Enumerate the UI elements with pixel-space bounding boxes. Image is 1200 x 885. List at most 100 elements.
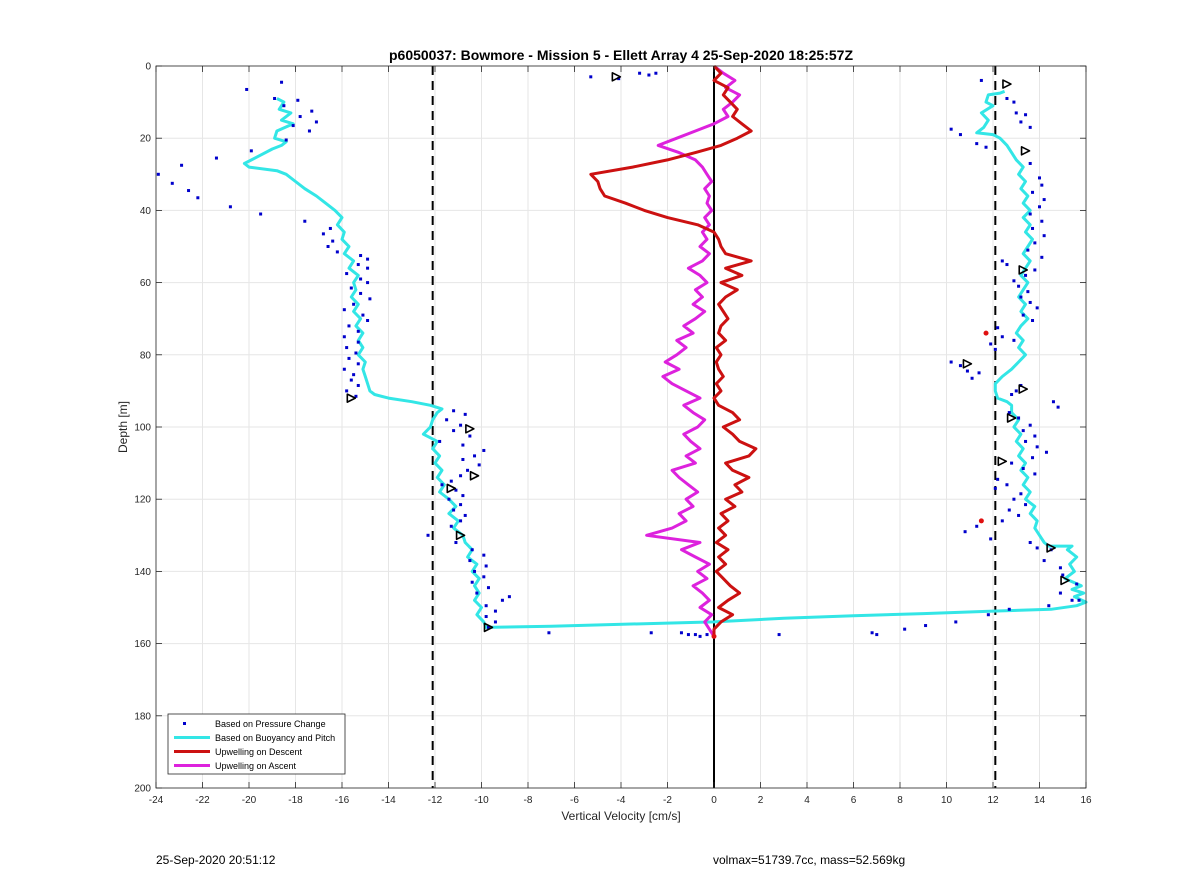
pressure-change-point bbox=[1040, 219, 1044, 223]
pressure-change-point bbox=[949, 127, 953, 131]
pressure-change-point bbox=[1028, 423, 1032, 427]
x-tick-label: -22 bbox=[195, 795, 210, 806]
pressure-change-point bbox=[473, 569, 477, 573]
pressure-change-point bbox=[698, 634, 702, 638]
pressure-change-point bbox=[463, 412, 467, 416]
pressure-change-point bbox=[352, 302, 356, 306]
pressure-change-point bbox=[1026, 248, 1030, 252]
legend-label-buoyancy: Based on Buoyancy and Pitch bbox=[215, 733, 335, 743]
pressure-change-point bbox=[1017, 416, 1021, 420]
pressure-change-point bbox=[1056, 405, 1060, 409]
pressure-change-point bbox=[1047, 604, 1051, 608]
pressure-change-point bbox=[1017, 284, 1021, 288]
pressure-change-point bbox=[1000, 259, 1004, 263]
pressure-change-point bbox=[314, 120, 318, 124]
dive-marker bbox=[346, 393, 357, 403]
pressure-change-point bbox=[777, 633, 781, 637]
pressure-change-point bbox=[296, 98, 300, 102]
pressure-change-point bbox=[356, 362, 360, 366]
pressure-change-point bbox=[493, 609, 497, 613]
pressure-change-point bbox=[366, 281, 370, 285]
x-tick-label: -6 bbox=[570, 795, 579, 806]
pressure-change-point bbox=[965, 369, 969, 373]
pressure-change-point bbox=[470, 548, 474, 552]
y-axis-label: Depth [m] bbox=[116, 401, 130, 453]
pressure-change-point bbox=[347, 324, 351, 328]
pressure-change-point bbox=[547, 631, 551, 635]
pressure-change-point bbox=[298, 115, 302, 119]
pressure-change-point bbox=[1042, 234, 1046, 238]
pressure-change-point bbox=[461, 443, 465, 447]
pressure-change-point bbox=[875, 633, 879, 637]
pressure-change-point bbox=[214, 156, 218, 160]
pressure-change-point bbox=[454, 488, 458, 492]
pressure-change-point bbox=[463, 513, 467, 517]
pressure-change-point bbox=[1024, 503, 1028, 507]
pressure-change-point bbox=[282, 104, 286, 108]
pressure-change-point bbox=[617, 77, 621, 81]
pressure-change-point bbox=[321, 232, 325, 236]
pressure-change-point bbox=[345, 346, 349, 350]
dive-marker bbox=[1006, 413, 1017, 423]
pressure-change-point bbox=[310, 109, 314, 113]
pressure-change-point bbox=[989, 342, 993, 346]
pressure-change-point bbox=[996, 477, 1000, 481]
x-tick-label: -12 bbox=[428, 795, 443, 806]
pressure-change-point bbox=[475, 591, 479, 595]
event-dot bbox=[711, 633, 717, 639]
event-dot bbox=[978, 518, 984, 524]
pressure-change-point bbox=[1033, 472, 1037, 476]
x-tick-label: 14 bbox=[1034, 795, 1046, 806]
pressure-change-point bbox=[482, 553, 486, 557]
pressure-change-point bbox=[1040, 183, 1044, 187]
pressure-change-point bbox=[958, 133, 962, 137]
pressure-change-point bbox=[366, 257, 370, 261]
pressure-change-point bbox=[1042, 559, 1046, 563]
pressure-change-point bbox=[228, 205, 232, 209]
pressure-change-point bbox=[461, 494, 465, 498]
pressure-change-point bbox=[589, 75, 593, 79]
pressure-change-point bbox=[1005, 263, 1009, 267]
pressure-change-point bbox=[459, 503, 463, 507]
dive-marker bbox=[1018, 384, 1029, 394]
x-tick-label: 8 bbox=[897, 795, 903, 806]
x-tick-label: 4 bbox=[804, 795, 810, 806]
pressure-change-point bbox=[280, 80, 284, 84]
dive-marker bbox=[1060, 575, 1070, 586]
pressure-change-point bbox=[180, 163, 184, 167]
pressure-change-point bbox=[493, 620, 497, 624]
x-tick-label: -4 bbox=[617, 795, 626, 806]
event-dot bbox=[983, 330, 989, 336]
pressure-change-point bbox=[477, 463, 481, 467]
pressure-change-point bbox=[440, 483, 444, 487]
y-tick-label: 140 bbox=[134, 567, 151, 578]
y-tick-label: 40 bbox=[140, 206, 152, 217]
dive-marker bbox=[455, 530, 466, 541]
pressure-change-point bbox=[963, 530, 967, 534]
pressure-change-point bbox=[686, 633, 690, 637]
x-tick-label: 16 bbox=[1080, 795, 1092, 806]
pressure-change-point bbox=[1012, 100, 1016, 104]
pressure-change-point bbox=[1014, 111, 1018, 115]
pressure-change-point bbox=[359, 291, 363, 295]
pressure-change-point bbox=[1035, 546, 1039, 550]
pressure-change-point bbox=[187, 189, 191, 193]
dive-marker bbox=[1002, 79, 1012, 89]
pressure-change-point bbox=[1042, 198, 1046, 202]
pressure-change-point bbox=[1058, 566, 1062, 570]
pressure-change-point bbox=[1028, 125, 1032, 129]
pressure-change-point bbox=[445, 418, 449, 422]
pressure-change-point bbox=[284, 138, 288, 142]
pressure-change-point bbox=[356, 263, 360, 267]
series-layer bbox=[156, 64, 1088, 639]
pressure-change-point bbox=[449, 479, 453, 483]
pressure-change-point bbox=[975, 524, 979, 528]
y-tick-label: 120 bbox=[134, 495, 151, 506]
pressure-change-point bbox=[693, 633, 697, 637]
pressure-change-point bbox=[470, 580, 474, 584]
pressure-change-point bbox=[1007, 411, 1011, 415]
pressure-change-point bbox=[459, 474, 463, 478]
pressure-change-point bbox=[361, 313, 365, 317]
pressure-change-point bbox=[482, 448, 486, 452]
legend: Based on Pressure Change Based on Buoyan… bbox=[167, 713, 346, 775]
